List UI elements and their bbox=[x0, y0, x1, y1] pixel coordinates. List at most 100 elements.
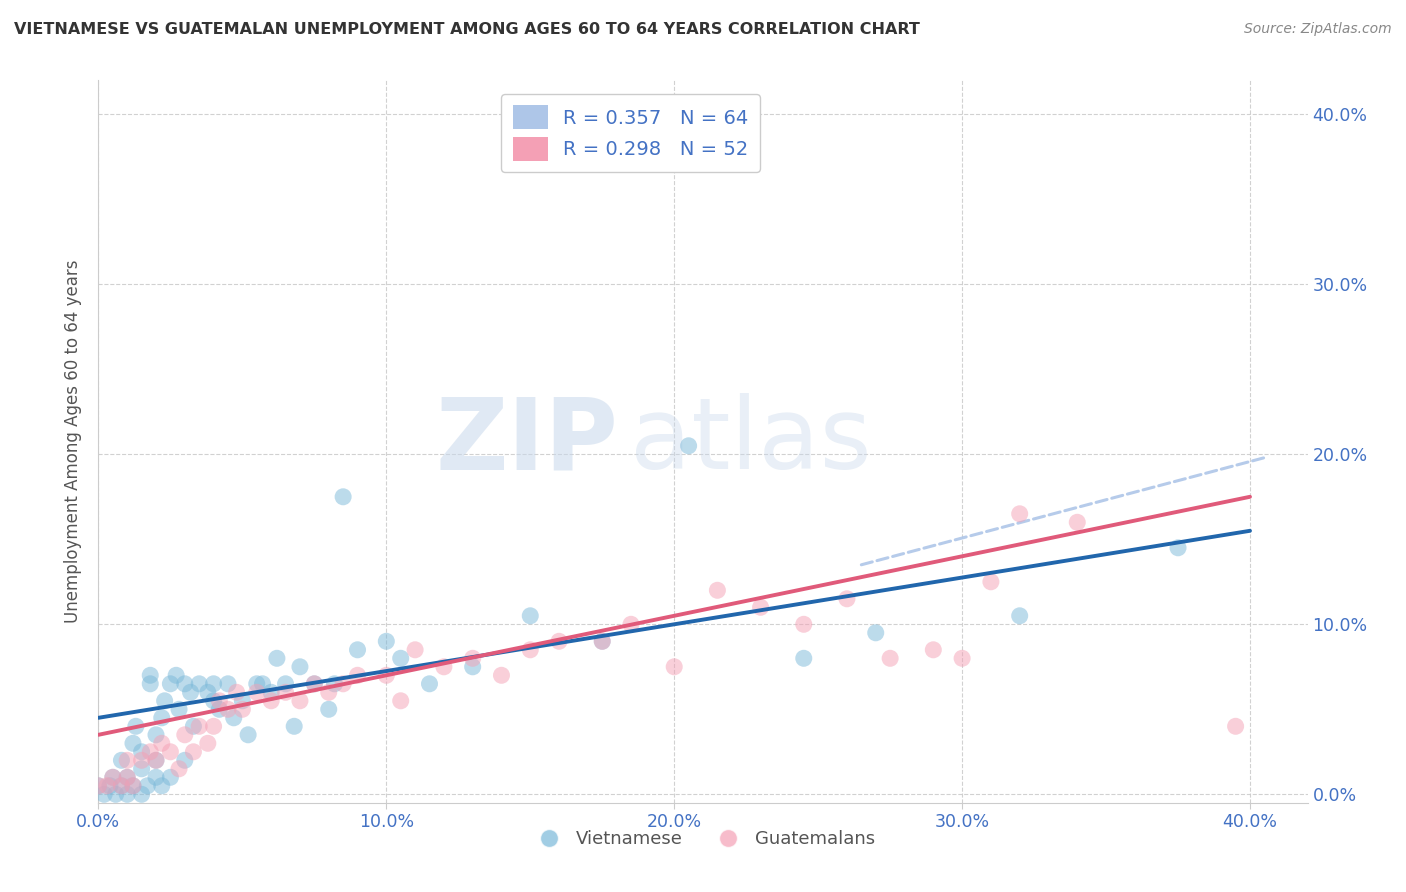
Point bbox=[548, 634, 571, 648]
Point bbox=[332, 677, 354, 691]
Point bbox=[183, 719, 205, 733]
Point bbox=[835, 591, 858, 606]
Point bbox=[591, 634, 613, 648]
Point bbox=[139, 677, 162, 691]
Point bbox=[150, 779, 173, 793]
Point bbox=[139, 745, 162, 759]
Point bbox=[167, 702, 190, 716]
Point bbox=[153, 694, 176, 708]
Point bbox=[136, 779, 159, 793]
Point bbox=[122, 779, 145, 793]
Point bbox=[491, 668, 513, 682]
Point bbox=[101, 770, 124, 784]
Point bbox=[165, 668, 187, 682]
Text: VIETNAMESE VS GUATEMALAN UNEMPLOYMENT AMONG AGES 60 TO 64 YEARS CORRELATION CHAR: VIETNAMESE VS GUATEMALAN UNEMPLOYMENT AM… bbox=[14, 22, 920, 37]
Point bbox=[183, 745, 205, 759]
Point bbox=[879, 651, 901, 665]
Point bbox=[188, 719, 211, 733]
Point bbox=[96, 779, 118, 793]
Point bbox=[950, 651, 973, 665]
Point bbox=[167, 762, 190, 776]
Point bbox=[266, 651, 288, 665]
Point bbox=[980, 574, 1002, 589]
Point bbox=[318, 685, 340, 699]
Point bbox=[217, 702, 239, 716]
Point bbox=[404, 642, 426, 657]
Point bbox=[519, 642, 541, 657]
Point bbox=[222, 711, 245, 725]
Point bbox=[202, 694, 225, 708]
Point bbox=[749, 600, 772, 615]
Point bbox=[217, 677, 239, 691]
Point bbox=[375, 668, 398, 682]
Point bbox=[252, 677, 274, 691]
Point bbox=[346, 668, 368, 682]
Point bbox=[110, 753, 132, 767]
Point bbox=[98, 779, 121, 793]
Point bbox=[87, 779, 110, 793]
Point bbox=[104, 787, 127, 801]
Point bbox=[793, 651, 815, 665]
Point bbox=[131, 753, 153, 767]
Point bbox=[188, 677, 211, 691]
Point bbox=[260, 694, 283, 708]
Point bbox=[323, 677, 346, 691]
Point bbox=[159, 677, 181, 691]
Point bbox=[202, 677, 225, 691]
Legend: Vietnamese, Guatemalans: Vietnamese, Guatemalans bbox=[523, 822, 883, 855]
Point bbox=[110, 779, 132, 793]
Point bbox=[197, 736, 219, 750]
Point bbox=[93, 787, 115, 801]
Point bbox=[101, 770, 124, 784]
Point bbox=[304, 677, 326, 691]
Point bbox=[283, 719, 305, 733]
Point bbox=[1225, 719, 1247, 733]
Point bbox=[706, 583, 728, 598]
Point bbox=[131, 745, 153, 759]
Point bbox=[1066, 516, 1088, 530]
Point bbox=[591, 634, 613, 648]
Point bbox=[346, 642, 368, 657]
Point bbox=[115, 753, 138, 767]
Point bbox=[236, 728, 259, 742]
Point bbox=[202, 719, 225, 733]
Point bbox=[139, 668, 162, 682]
Point bbox=[461, 651, 484, 665]
Point bbox=[461, 660, 484, 674]
Point bbox=[231, 694, 253, 708]
Point bbox=[288, 694, 311, 708]
Point bbox=[1008, 608, 1031, 623]
Text: atlas: atlas bbox=[630, 393, 872, 490]
Point bbox=[145, 753, 167, 767]
Point bbox=[332, 490, 354, 504]
Point bbox=[418, 677, 440, 691]
Point bbox=[115, 770, 138, 784]
Point bbox=[208, 694, 231, 708]
Point bbox=[1008, 507, 1031, 521]
Point bbox=[793, 617, 815, 632]
Point bbox=[173, 753, 195, 767]
Point bbox=[318, 702, 340, 716]
Point bbox=[131, 762, 153, 776]
Point bbox=[865, 625, 887, 640]
Point bbox=[433, 660, 456, 674]
Point bbox=[620, 617, 643, 632]
Point bbox=[180, 685, 202, 699]
Point bbox=[87, 779, 110, 793]
Point bbox=[519, 608, 541, 623]
Point bbox=[122, 779, 145, 793]
Point bbox=[231, 702, 253, 716]
Point bbox=[208, 702, 231, 716]
Point bbox=[159, 745, 181, 759]
Point bbox=[1167, 541, 1189, 555]
Point bbox=[304, 677, 326, 691]
Point bbox=[122, 736, 145, 750]
Point bbox=[389, 694, 412, 708]
Point bbox=[274, 685, 297, 699]
Point bbox=[197, 685, 219, 699]
Point bbox=[246, 677, 269, 691]
Point bbox=[375, 634, 398, 648]
Point bbox=[115, 787, 138, 801]
Point bbox=[159, 770, 181, 784]
Point bbox=[173, 728, 195, 742]
